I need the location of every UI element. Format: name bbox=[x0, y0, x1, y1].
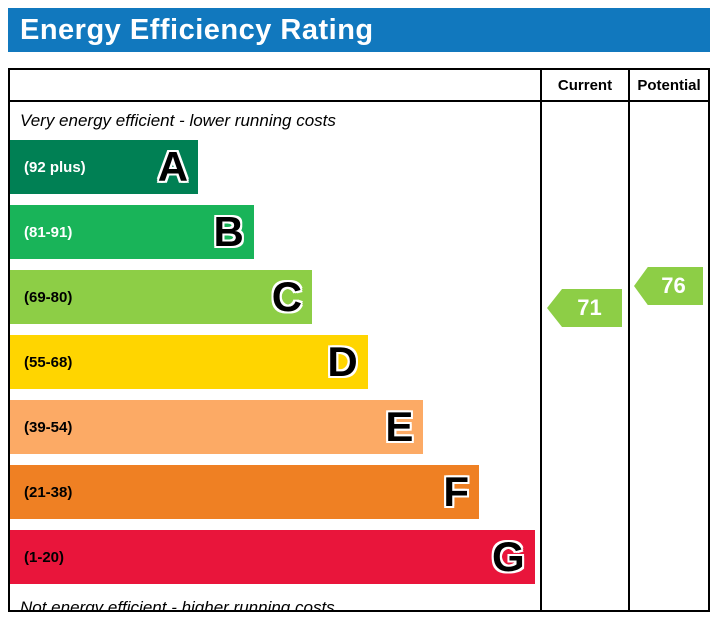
band-bar-G: (1-20) G bbox=[10, 530, 535, 584]
band-range-label: (55-68) bbox=[24, 353, 73, 371]
band-row-G: (1-20) G bbox=[10, 530, 540, 584]
bands-area: Very energy efficient - lower running co… bbox=[10, 102, 540, 610]
current-column-header: Current bbox=[540, 70, 628, 102]
top-note: Very energy efficient - lower running co… bbox=[20, 111, 336, 130]
band-bar-A: (92 plus) A bbox=[10, 140, 199, 194]
band-bar-C: (69-80) C bbox=[10, 270, 313, 324]
page-title-bar: Energy Efficiency Rating bbox=[8, 8, 710, 52]
potential-column-header: Potential bbox=[628, 70, 708, 102]
current-rating-arrow: 71 bbox=[547, 289, 622, 327]
band-list: (92 plus) A (81-91) B (69-80) C (55-68) D (39-54… bbox=[10, 140, 540, 584]
potential-rating-value: 76 bbox=[661, 273, 686, 298]
potential-rating-arrow: 76 bbox=[634, 267, 703, 305]
band-row-D: (55-68) D bbox=[10, 335, 540, 389]
band-bar-F: (21-38) F bbox=[10, 465, 480, 519]
current-column: 71 bbox=[540, 102, 628, 610]
energy-efficiency-chart: Current Potential Very energy efficient … bbox=[8, 68, 710, 612]
band-row-A: (92 plus) A bbox=[10, 140, 540, 194]
band-row-B: (81-91) B bbox=[10, 205, 540, 259]
band-letter: E bbox=[385, 403, 414, 450]
band-range-label: (69-80) bbox=[24, 288, 73, 306]
band-column-header-spacer bbox=[10, 70, 540, 102]
bottom-note: Not energy efficient - higher running co… bbox=[20, 598, 335, 610]
band-bar-E: (39-54) E bbox=[10, 400, 424, 454]
potential-column: 76 bbox=[628, 102, 708, 610]
band-letter: F bbox=[443, 468, 470, 515]
band-letter: D bbox=[327, 338, 358, 385]
current-rating-value: 71 bbox=[577, 295, 602, 320]
band-row-F: (21-38) F bbox=[10, 465, 540, 519]
band-letter: G bbox=[492, 533, 525, 580]
page-title: Energy Efficiency Rating bbox=[20, 13, 374, 46]
band-row-E: (39-54) E bbox=[10, 400, 540, 454]
band-range-label: (1-20) bbox=[24, 548, 65, 566]
band-range-label: (92 plus) bbox=[24, 158, 86, 176]
band-range-label: (39-54) bbox=[24, 418, 73, 436]
band-letter: C bbox=[271, 273, 303, 320]
band-row-C: (69-80) C bbox=[10, 270, 540, 324]
band-bar-D: (55-68) D bbox=[10, 335, 368, 389]
band-letter: A bbox=[157, 143, 189, 190]
band-range-label: (81-91) bbox=[24, 223, 73, 241]
band-range-label: (21-38) bbox=[24, 483, 73, 501]
band-bar-B: (81-91) B bbox=[10, 205, 254, 259]
band-letter: B bbox=[213, 208, 244, 255]
